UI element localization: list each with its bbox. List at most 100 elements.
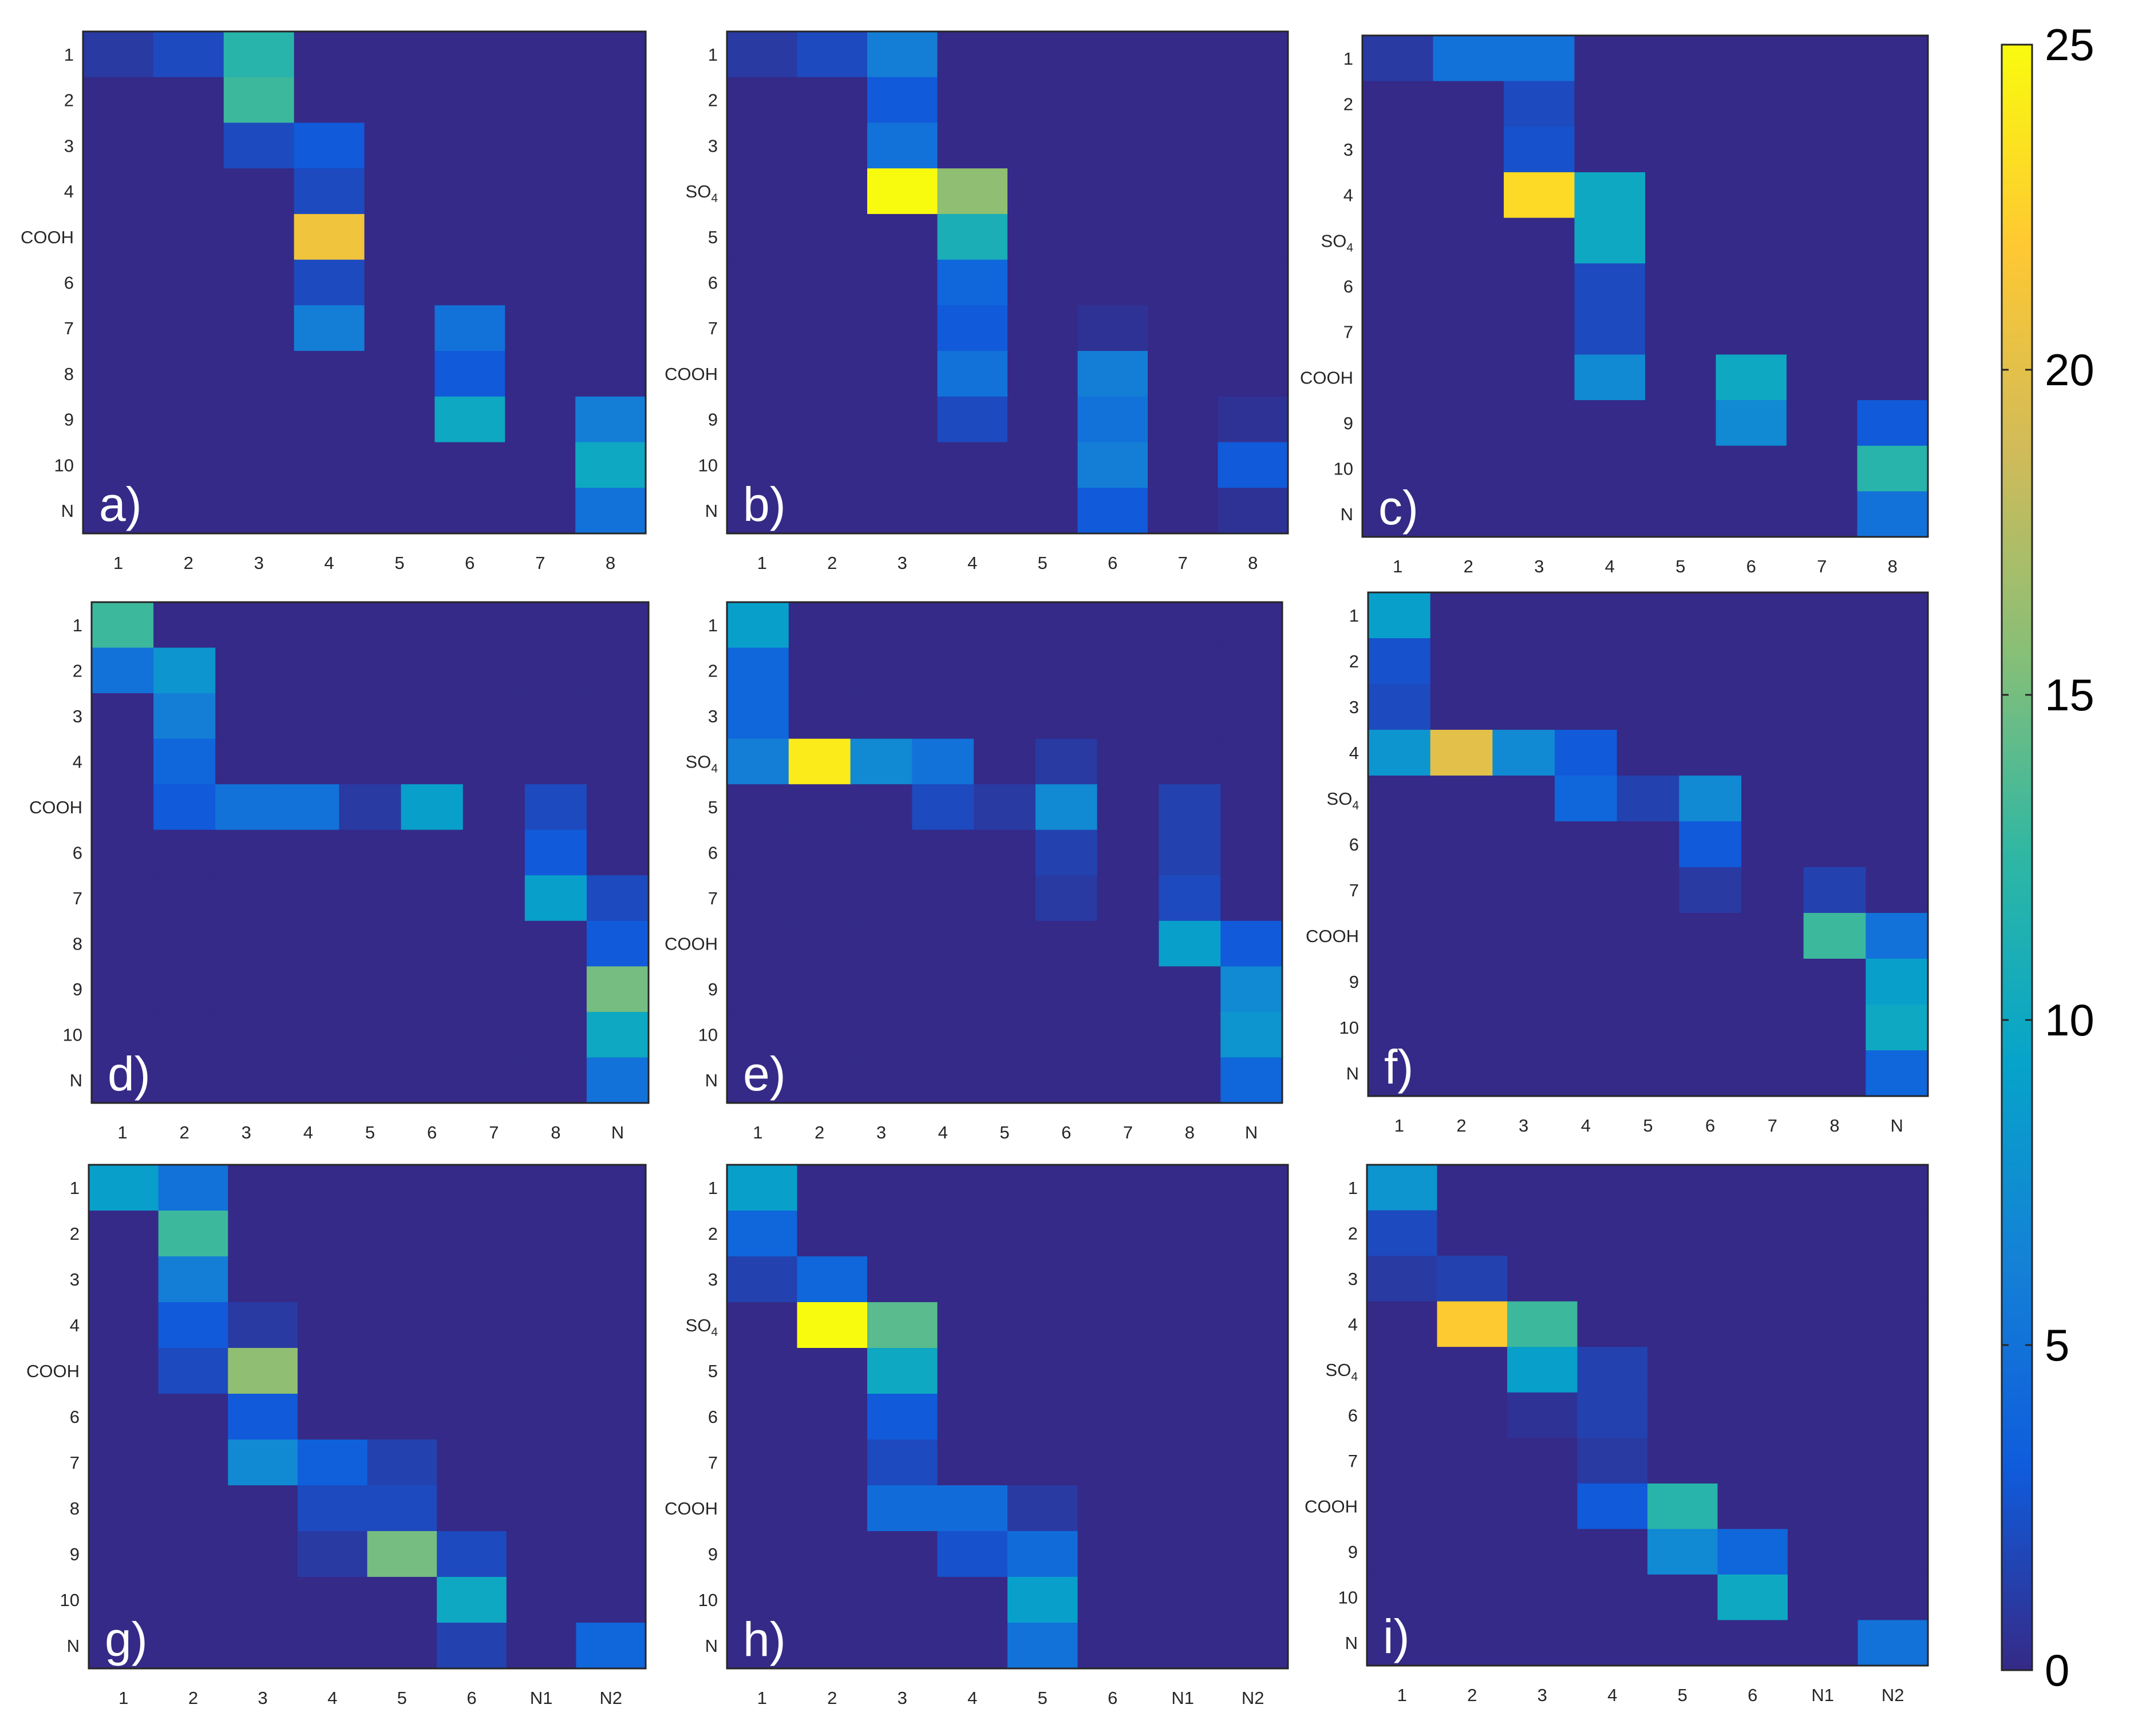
heatmap-cell [937, 1256, 1008, 1303]
heatmap-cell [727, 1165, 798, 1211]
heatmap-cell [294, 488, 365, 534]
x-tick-label: N1 [530, 1688, 553, 1708]
panel-label: h) [743, 1612, 786, 1666]
x-tick-label: 4 [1605, 556, 1615, 576]
heatmap-cell [89, 1256, 159, 1303]
heatmap-cell [1507, 1347, 1578, 1393]
heatmap-cell [1007, 1211, 1078, 1257]
heatmap-cell [1788, 1301, 1859, 1347]
heatmap-cell [277, 647, 340, 694]
x-tick-label: N [1890, 1116, 1903, 1136]
heatmap-cell [437, 1211, 507, 1257]
x-tick-label: 7 [535, 553, 545, 573]
heatmap-cell [1857, 81, 1928, 128]
heatmap-cell [586, 602, 649, 648]
heatmap-cell [937, 1302, 1008, 1349]
heatmap-cell [463, 1057, 525, 1104]
y-tick-label: 3 [1348, 1269, 1358, 1289]
heatmap-cell [1555, 730, 1618, 776]
x-tick-label: 8 [1185, 1122, 1195, 1142]
heatmap-cell [83, 351, 154, 397]
heatmap-cell [89, 1485, 159, 1532]
heatmap-cell [1803, 1005, 1867, 1051]
heatmap-cell [1148, 1348, 1219, 1394]
heatmap-cell [575, 31, 646, 78]
x-tick-label: 3 [1538, 1685, 1547, 1705]
y-tick-label: N [705, 1070, 718, 1090]
heatmap-cell [797, 442, 868, 489]
heatmap-cell [1858, 1529, 1928, 1575]
heatmap-cell [1507, 1529, 1578, 1575]
y-tick-label: 6 [1343, 276, 1353, 296]
heatmap-cell [1574, 126, 1646, 173]
heatmap-cell [797, 351, 868, 397]
y-tick-label: 7 [708, 1453, 718, 1473]
heatmap-cell [215, 738, 278, 785]
x-tick-label: N [1245, 1122, 1258, 1142]
heatmap-cell [974, 738, 1036, 785]
heatmap-cell [1437, 1210, 1508, 1256]
heatmap-cell [850, 784, 913, 831]
heatmap-cell [1645, 445, 1717, 492]
heatmap-cell [1007, 396, 1078, 443]
heatmap-panel-e: 1 2 3 4 5 6 7 8 N 1 2 3 SO4 5 6 7 COOH 9 10 N e) [665, 601, 1283, 1142]
heatmap-cell [1007, 1440, 1078, 1486]
heatmap-cell [83, 122, 154, 169]
heatmap-cell [1007, 77, 1078, 124]
panel-label: e) [743, 1047, 786, 1101]
heatmap-cell [215, 920, 278, 967]
heatmap-cell [1787, 491, 1858, 537]
x-tick-label: 7 [1123, 1122, 1133, 1142]
heatmap-cell [1741, 821, 1804, 868]
heatmap-cell [294, 351, 365, 397]
heatmap-cell [1577, 1620, 1648, 1666]
heatmap-cell [434, 31, 506, 78]
heatmap-cell [401, 693, 464, 740]
heatmap-cell [92, 1011, 154, 1058]
heatmap-cell [277, 875, 340, 922]
heatmap-cell [215, 784, 278, 831]
heatmap-cell [1492, 730, 1555, 776]
y-tick-label: 10 [698, 455, 718, 475]
heatmap-cell [1647, 1483, 1718, 1530]
heatmap-cell [153, 488, 224, 534]
heatmap-cell [1741, 776, 1804, 822]
heatmap-cell [506, 1623, 577, 1669]
heatmap-cell [1368, 638, 1431, 685]
y-tick-label: 3 [64, 136, 74, 156]
heatmap-cell [1504, 400, 1575, 446]
heatmap-cell [524, 738, 587, 785]
x-tick-label: 3 [254, 553, 264, 573]
y-tick-label: 2 [64, 90, 74, 110]
y-tick-label: 5 [708, 1361, 718, 1381]
heatmap-cell [401, 920, 464, 967]
heatmap-cell [850, 738, 913, 785]
heatmap-cell [727, 259, 798, 306]
heatmap-cell [228, 1302, 298, 1349]
heatmap-cell [223, 31, 295, 78]
heatmap-cell [1555, 776, 1618, 822]
y-tick-label: 3 [1349, 697, 1359, 717]
heatmap-cell [1716, 309, 1787, 355]
heatmap-cell [505, 31, 576, 78]
heatmap-cell [727, 213, 798, 260]
heatmap-cell [1574, 172, 1646, 219]
heatmap-cell [1857, 263, 1928, 310]
heatmap-cell [1679, 821, 1742, 868]
heatmap-cell [575, 77, 646, 124]
heatmap-cell [850, 693, 913, 740]
heatmap-cell [867, 1577, 938, 1623]
heatmap-cell [1574, 218, 1646, 264]
heatmap-cell [1617, 867, 1680, 914]
heatmap-cell [1007, 122, 1078, 169]
heatmap-panel-h: 1 2 3 4 5 6 N1 N2 1 2 3 SO4 5 6 7 COOH 9 10 N h) [665, 1164, 1289, 1708]
x-tick-label: 8 [551, 1122, 560, 1142]
heatmap-cell [215, 1057, 278, 1104]
heatmap-cell [1507, 1574, 1578, 1621]
heatmap-cell [850, 920, 913, 967]
colorbar-tick-label: 15 [2045, 670, 2094, 720]
heatmap-cell [797, 1485, 868, 1532]
heatmap-cell [937, 396, 1008, 443]
heatmap-cell [1717, 1301, 1788, 1347]
heatmap-cell [1218, 1256, 1289, 1303]
